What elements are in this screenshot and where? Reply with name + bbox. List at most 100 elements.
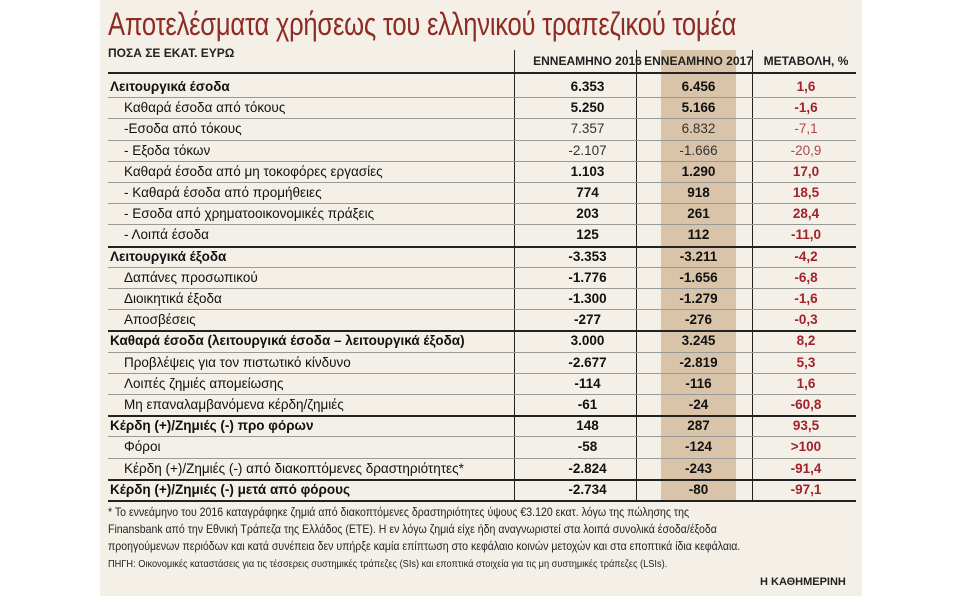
column-highlight [661, 50, 736, 501]
change-value: 17,0 [792, 163, 820, 179]
row-rule [108, 160, 856, 162]
change-value: -20,9 [790, 142, 822, 158]
value: 125 [576, 227, 599, 243]
footnote-line: Finansbank από την Εθνική Τράπεζα της Ελ… [108, 522, 717, 536]
change-value: 1,6 [796, 79, 816, 94]
row-label: Διοικητικά έξοδα [124, 291, 222, 306]
value: 7.357 [570, 121, 605, 137]
value: 1.103 [570, 163, 605, 179]
row-label: Μη επαναλαμβανόμενα κέρδη/ζημιές [124, 397, 344, 412]
row-rule [108, 118, 856, 120]
value: 1.290 [681, 163, 716, 179]
change-value: 28,4 [792, 206, 820, 222]
value: -114 [574, 375, 601, 391]
change-value: -11,0 [790, 227, 822, 243]
value: -2.819 [679, 354, 718, 370]
change-value: 8,2 [796, 333, 816, 349]
footnote-line: * Το εννεάμηνο του 2016 καταγράφηκε ζημι… [108, 505, 690, 519]
value: -116 [685, 375, 712, 391]
column-divider [752, 50, 753, 501]
row-rule [108, 203, 856, 205]
value: -2.107 [568, 142, 607, 158]
source: ΠΗΓΗ: Οικονομικές καταστάσεις για τις τέ… [108, 558, 668, 570]
row-label: - Καθαρά έσοδα από προμήθειες [124, 185, 322, 200]
row-label: Κέρδη (+)/Ζημιές (-) από διακοπτόμενες δ… [124, 460, 464, 476]
value: -1.656 [679, 269, 718, 285]
value: -61 [577, 397, 598, 412]
value: -277 [573, 312, 602, 328]
value: 6.456 [681, 79, 716, 94]
change-value: 5,3 [796, 354, 816, 370]
change-value: -91,4 [790, 460, 822, 476]
value: -243 [684, 460, 713, 476]
value: -3.353 [568, 248, 607, 264]
value: -2.677 [568, 354, 607, 370]
change-value: 18,5 [792, 185, 820, 200]
change-value: -97,1 [790, 481, 822, 497]
value: -2.824 [568, 460, 607, 476]
value: 774 [576, 185, 599, 200]
row-label: Κέρδη (+)/Ζημιές (-) μετά από φόρους [110, 481, 350, 497]
row-rule [108, 351, 856, 353]
row-label: Καθαρά έσοδα από τόκους [124, 100, 286, 116]
unit-label: ΠΟΣΑ ΣΕ ΕΚΑΤ. ΕΥΡΩ [108, 46, 235, 60]
row-label: Αποσβέσεις [124, 312, 196, 328]
change-value: -7,1 [794, 121, 818, 137]
footnote-line: προηγούμενων περιόδων και κατά συνέπεια … [108, 539, 741, 553]
value: 112 [687, 227, 710, 243]
row-rule [108, 288, 856, 289]
change-value: -60,8 [790, 397, 822, 412]
row-label: - Εξοδα τόκων [124, 142, 211, 158]
row-label: - Λοιπά έσοδα [124, 227, 209, 243]
value: -58 [577, 439, 598, 455]
row-rule [108, 97, 856, 99]
change-value: -1,6 [794, 291, 818, 306]
value: -1.300 [568, 291, 607, 306]
value: -3.211 [679, 248, 718, 264]
change-value: 1,6 [796, 375, 816, 391]
value: 3.245 [681, 333, 716, 349]
value: 5.250 [570, 100, 605, 116]
row-label: Καθαρά έσοδα (λειτουργικά έσοδα – λειτου… [110, 333, 465, 349]
value: -1.776 [568, 269, 607, 285]
row-label: Κέρδη (+)/Ζημιές (-) προ φόρων [110, 418, 314, 434]
row-label: Δαπάνες προσωπικού [124, 269, 258, 285]
row-rule [108, 266, 856, 268]
row-label: Καθαρά έσοδα από μη τοκοφόρες εργασίες [124, 163, 383, 179]
row-rule [108, 394, 856, 395]
change-value: >100 [790, 439, 822, 455]
row-label: Λειτουργικά έσοδα [110, 79, 230, 94]
row-rule [108, 436, 856, 438]
value: 261 [687, 206, 710, 222]
value: 3.000 [570, 333, 605, 349]
row-label: Λοιπές ζημιές απομείωσης [124, 375, 284, 391]
column-divider [636, 50, 637, 501]
value: -124 [684, 439, 713, 455]
column-header: ΕΝΝΕΑΜΗΝΟ 2016 [533, 54, 642, 68]
value: 6.353 [570, 79, 605, 94]
value: -80 [688, 481, 709, 497]
row-label: Φόροι [124, 439, 161, 455]
section-rule [108, 415, 856, 418]
value: -2.734 [568, 481, 607, 497]
column-header: ΜΕΤΑΒΟΛΗ, % [763, 54, 849, 68]
change-value: -6,8 [794, 269, 818, 285]
value: 203 [576, 206, 599, 222]
column-divider [514, 50, 515, 501]
section-rule [108, 330, 856, 333]
row-label: Προβλέψεις για τον πιστωτικό κίνδυνο [124, 354, 351, 370]
row-label: Λειτουργικά έξοδα [110, 248, 227, 264]
change-value: -1,6 [794, 100, 818, 116]
value: -1.279 [679, 291, 718, 306]
section-rule [108, 245, 856, 248]
value: 5.166 [681, 100, 716, 116]
value: 287 [687, 418, 710, 434]
change-value: -0,3 [794, 312, 818, 328]
value: 6.832 [681, 121, 716, 137]
table-bottom-rule [108, 500, 856, 502]
brand: Η ΚΑΘΗΜΕΡΙΝΗ [760, 576, 846, 588]
value: 148 [576, 418, 599, 434]
column-header: ΕΝΝΕΑΜΗΝΟ 2017 [644, 54, 753, 68]
row-rule [108, 372, 856, 374]
row-rule [108, 224, 856, 226]
